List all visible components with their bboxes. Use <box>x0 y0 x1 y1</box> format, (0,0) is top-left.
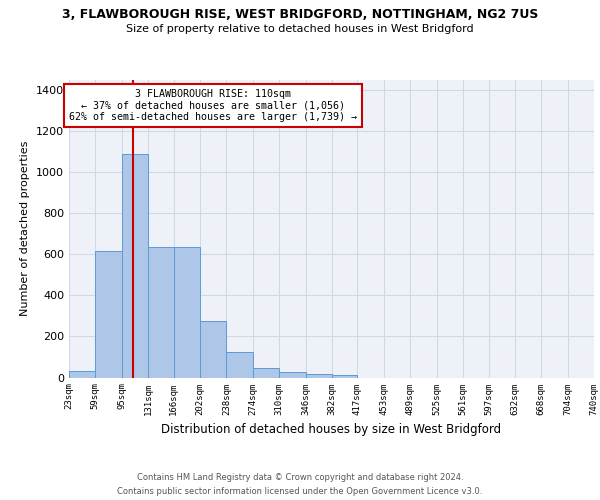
Bar <box>69 372 95 378</box>
Text: 3, FLAWBOROUGH RISE, WEST BRIDGFORD, NOTTINGHAM, NG2 7US: 3, FLAWBOROUGH RISE, WEST BRIDGFORD, NOT… <box>62 8 538 20</box>
Bar <box>279 372 305 378</box>
Text: Contains HM Land Registry data © Crown copyright and database right 2024.: Contains HM Land Registry data © Crown c… <box>137 472 463 482</box>
Y-axis label: Number of detached properties: Number of detached properties <box>20 141 31 316</box>
Bar <box>174 247 200 378</box>
Text: 3 FLAWBOROUGH RISE: 110sqm
← 37% of detached houses are smaller (1,056)
62% of s: 3 FLAWBOROUGH RISE: 110sqm ← 37% of deta… <box>70 89 358 122</box>
Bar <box>226 352 253 378</box>
Text: Size of property relative to detached houses in West Bridgford: Size of property relative to detached ho… <box>126 24 474 34</box>
Bar <box>305 374 332 378</box>
Bar <box>332 376 358 378</box>
Bar <box>200 321 226 378</box>
Bar <box>253 368 279 378</box>
Bar <box>122 154 148 378</box>
X-axis label: Distribution of detached houses by size in West Bridgford: Distribution of detached houses by size … <box>161 423 502 436</box>
Bar <box>148 247 174 378</box>
Text: Contains public sector information licensed under the Open Government Licence v3: Contains public sector information licen… <box>118 488 482 496</box>
Bar <box>95 252 122 378</box>
